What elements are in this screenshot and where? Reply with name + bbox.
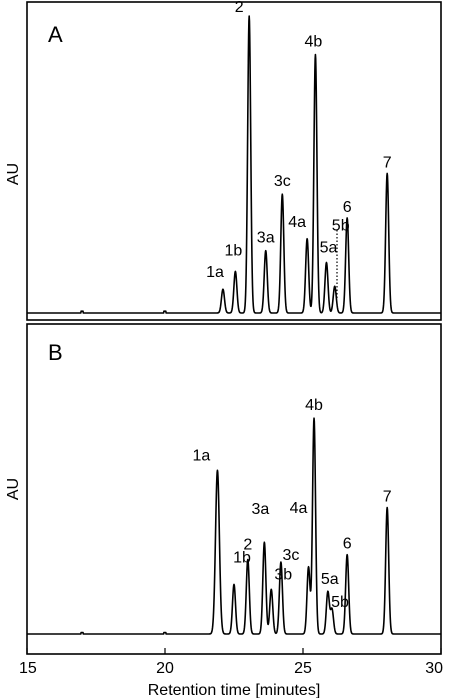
panel-a-letter: A bbox=[48, 22, 63, 47]
panel-a-trace bbox=[26, 15, 442, 314]
panel-b-trace bbox=[26, 417, 442, 635]
peak-label-3c: 3c bbox=[282, 547, 299, 564]
peak-label-1b: 1b bbox=[225, 242, 243, 259]
peak-label-3a: 3a bbox=[257, 230, 275, 247]
x-tick-label-25: 25 bbox=[294, 660, 312, 677]
peak-label-7: 7 bbox=[383, 489, 392, 506]
peak-label-1a: 1a bbox=[206, 264, 224, 281]
peak-label-5a: 5a bbox=[320, 240, 338, 257]
x-axis-ticks: 15 20 25 30 bbox=[19, 648, 443, 677]
peak-label-3c: 3c bbox=[274, 173, 291, 190]
peak-label-5a: 5a bbox=[321, 571, 339, 588]
peak-label-5b: 5b bbox=[332, 217, 350, 234]
panel-b-frame bbox=[26, 323, 442, 655]
peak-label-1b: 1b bbox=[233, 549, 251, 566]
peak-label-4a: 4a bbox=[290, 500, 308, 517]
peak-label-3a: 3a bbox=[252, 501, 270, 518]
panel-b-letter: B bbox=[48, 340, 63, 365]
peak-label-3b: 3b bbox=[274, 566, 292, 583]
x-axis-label: Retention time [minutes] bbox=[148, 682, 321, 698]
peak-label-2: 2 bbox=[235, 0, 244, 16]
peak-label-4a: 4a bbox=[288, 214, 306, 231]
peak-label-2: 2 bbox=[243, 537, 252, 554]
panel-a-frame bbox=[26, 1, 442, 321]
panel-a-ylabel: AU bbox=[5, 163, 22, 185]
panel-b-peak-labels: 1a 1b2 3a 3b 3c 4a 4b 5a 5b 6 7 bbox=[193, 397, 392, 611]
peak-label-4b: 4b bbox=[305, 397, 323, 414]
peak-label-4b: 4b bbox=[305, 34, 323, 51]
x-tick-label-20: 20 bbox=[156, 660, 174, 677]
x-tick-label-15: 15 bbox=[19, 660, 37, 677]
peak-label-5b: 5b bbox=[331, 594, 349, 611]
peak-label-7: 7 bbox=[383, 154, 392, 171]
peak-label-6: 6 bbox=[343, 536, 352, 553]
panel-b-ylabel: AU bbox=[5, 478, 22, 500]
peak-label-1a: 1a bbox=[193, 447, 211, 464]
peak-label-6: 6 bbox=[343, 199, 352, 216]
x-tick-label-30: 30 bbox=[425, 660, 443, 677]
